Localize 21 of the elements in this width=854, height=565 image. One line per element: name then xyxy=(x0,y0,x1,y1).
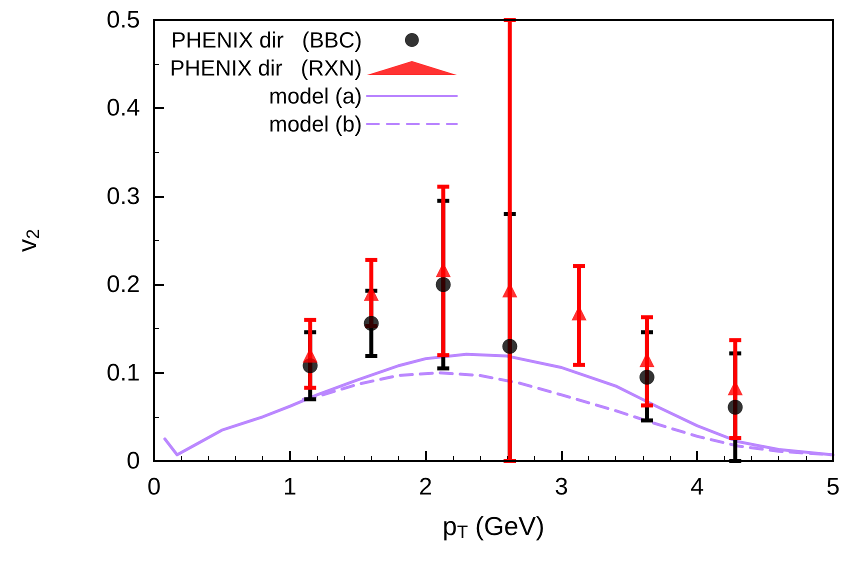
y-axis-title: v2 xyxy=(12,228,43,252)
x-tick-label: 2 xyxy=(418,474,432,500)
y-tick-label: 0.1 xyxy=(106,359,140,386)
x-tick-label: 1 xyxy=(283,474,296,500)
point xyxy=(639,370,654,385)
point xyxy=(502,338,518,354)
y-tick-label: 0 xyxy=(126,448,140,474)
legend-label: model (a) xyxy=(268,84,362,108)
point xyxy=(728,400,743,415)
legend-label: model (b) xyxy=(268,112,362,136)
y-tick-label: 0.5 xyxy=(106,6,140,34)
x-tick-label: 5 xyxy=(826,474,840,500)
legend-label: PHENIX dir (RXN) xyxy=(170,56,362,80)
x-tick-label: 0 xyxy=(147,474,161,500)
x-tick-label: 3 xyxy=(554,474,568,500)
x-tick-label: 4 xyxy=(690,474,704,500)
y-tick-label: 0.3 xyxy=(106,182,140,210)
point xyxy=(436,277,451,292)
legend-label: PHENIX dir (BBC) xyxy=(171,28,362,52)
y-tick-label: 0.2 xyxy=(106,271,140,298)
y-tick-label: 0.4 xyxy=(106,94,140,122)
